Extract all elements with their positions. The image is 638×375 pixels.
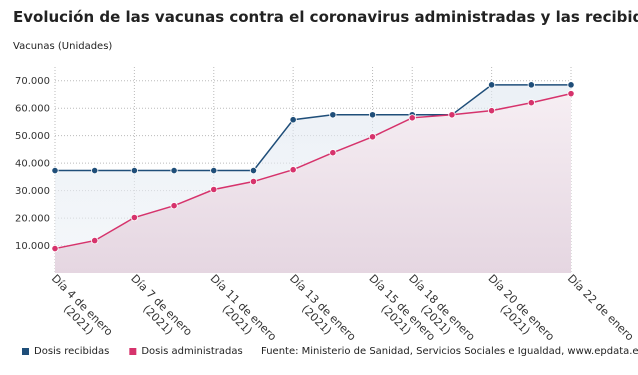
point <box>329 149 337 157</box>
point <box>91 166 99 175</box>
point <box>170 202 178 210</box>
point <box>368 111 377 119</box>
legend-swatch <box>22 348 29 355</box>
x-tick-label: Día 13 de enero(2021) <box>278 272 359 353</box>
y-tick-label: 20.000 <box>15 214 50 225</box>
legend-label: Dosis administradas <box>141 346 242 357</box>
point <box>329 111 337 119</box>
point <box>130 166 138 175</box>
point <box>130 213 138 222</box>
source: Fuente: Ministerio de Sanidad, Servicios… <box>261 346 638 357</box>
point <box>51 244 59 253</box>
point <box>210 185 218 194</box>
y-axis-label: Vacunas (Unidades) <box>13 41 112 52</box>
point <box>448 111 456 119</box>
x-tick-label: Día 7 de enero(2021) <box>119 272 195 348</box>
line <box>55 84 571 172</box>
line <box>54 92 572 250</box>
y-tick-label: 60.000 <box>15 104 50 115</box>
point <box>249 177 258 186</box>
legend-swatch <box>129 348 137 355</box>
point <box>170 166 178 175</box>
point <box>527 99 535 107</box>
point <box>51 166 59 175</box>
y-tick-label: 10.000 <box>15 241 50 252</box>
point <box>210 166 218 175</box>
y-tick-label: 40.000 <box>15 159 50 170</box>
area <box>55 93 571 273</box>
x-tick-label: Día 11 de enero(2021) <box>198 272 279 353</box>
point <box>488 81 496 89</box>
point <box>368 133 377 141</box>
point <box>408 114 416 122</box>
x-tick-label: Día 22 de enero <box>565 272 637 344</box>
point <box>91 236 99 245</box>
point <box>488 107 496 115</box>
legend-label: Dosis recibidas <box>34 346 109 357</box>
x-tick-label: Día 20 de enero(2021) <box>476 272 557 353</box>
point <box>567 81 575 89</box>
y-tick-label: 50.000 <box>15 131 50 142</box>
chart-title: Evolución de las vacunas contra el coron… <box>13 8 638 26</box>
point <box>289 116 297 124</box>
point <box>289 166 297 174</box>
point <box>527 81 535 89</box>
point <box>249 166 258 175</box>
x-tick-label: Día 4 de enero(2021) <box>40 272 116 348</box>
y-tick-label: 30.000 <box>15 186 50 197</box>
y-tick-label: 70.000 <box>15 76 50 87</box>
point <box>567 90 575 98</box>
